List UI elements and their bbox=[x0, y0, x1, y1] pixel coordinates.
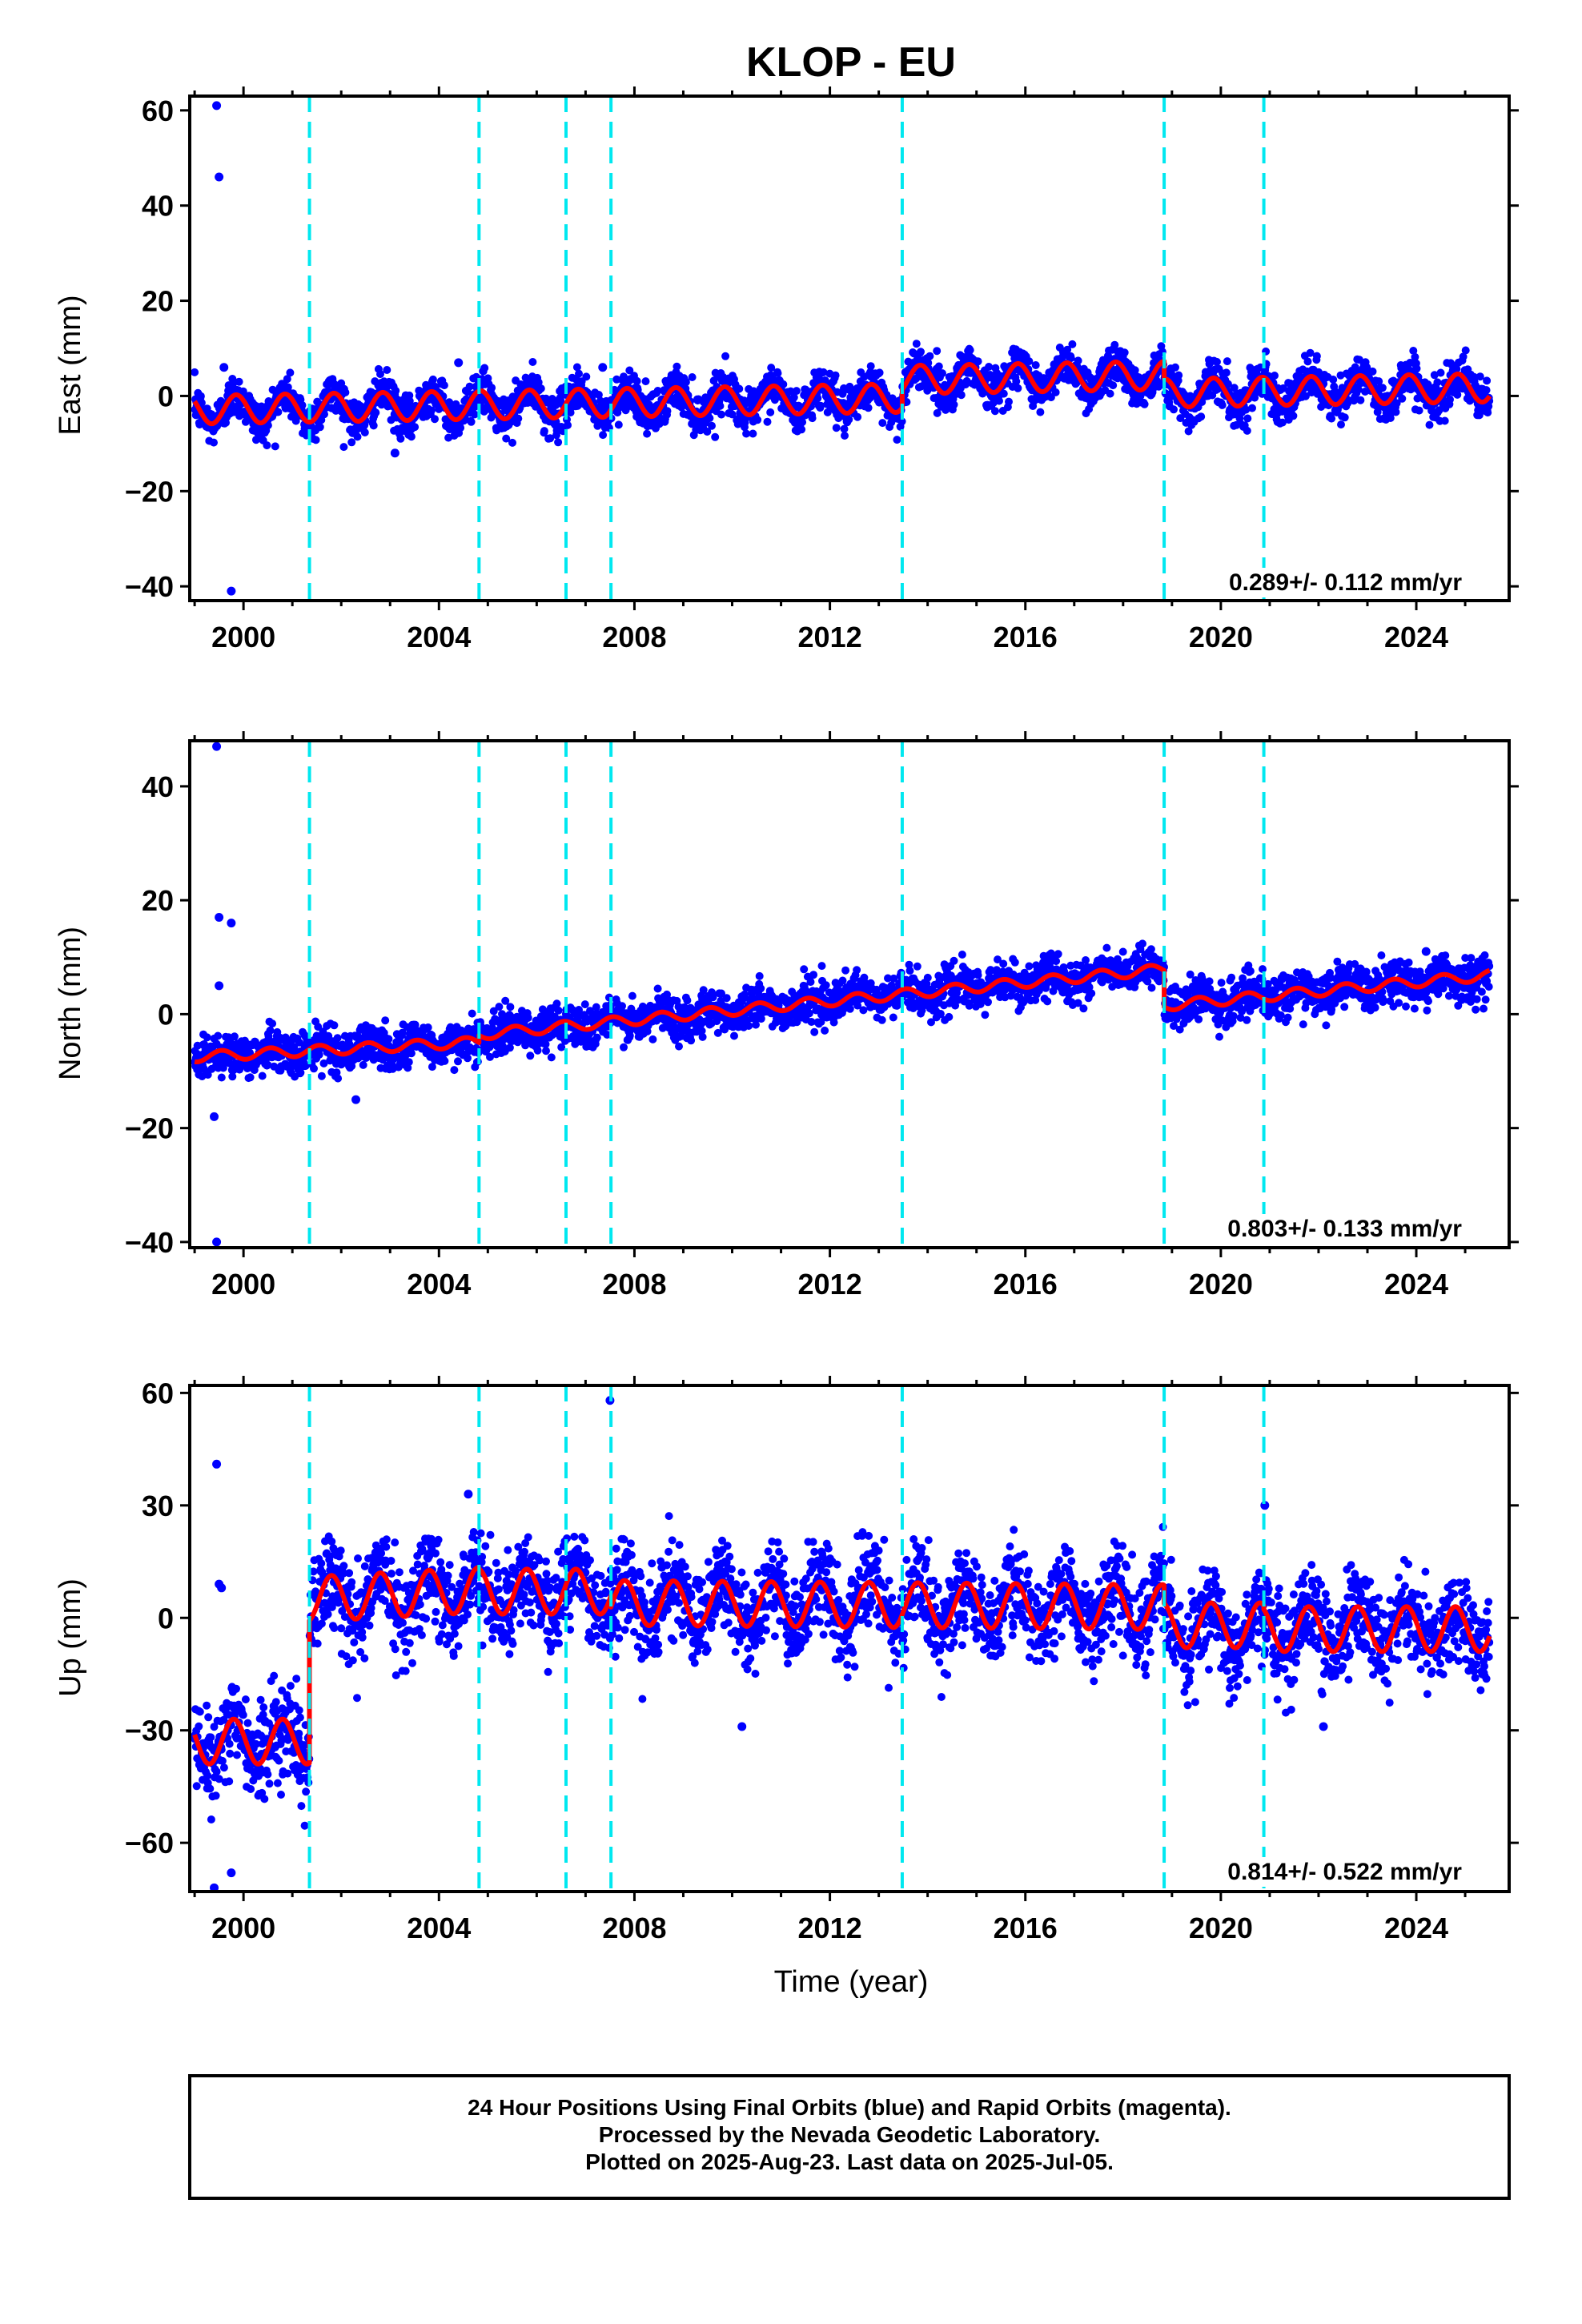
north-frame bbox=[188, 739, 1511, 1249]
north-outlier-point bbox=[215, 981, 224, 991]
up-xtick-label: 2012 bbox=[798, 1912, 862, 1944]
north-rate-label: 0.803+/- 0.133 mm/yr bbox=[1227, 1216, 1462, 1242]
up-points bbox=[191, 1396, 1494, 1892]
north-xtick-label: 2020 bbox=[1189, 1268, 1253, 1301]
east-ytick-label: 60 bbox=[142, 94, 174, 127]
north-data-layer bbox=[191, 742, 1494, 1247]
east-points bbox=[191, 101, 1494, 596]
east-outlier-point bbox=[598, 363, 608, 372]
east-xtick-label: 2000 bbox=[211, 621, 275, 653]
chart-title: KLOP - EU bbox=[746, 39, 956, 86]
east-outlier-point bbox=[212, 101, 222, 111]
east-axis-label: East (mm) bbox=[54, 295, 87, 435]
east-xtick-label: 2008 bbox=[602, 621, 666, 653]
north-xtick-label: 2016 bbox=[994, 1268, 1058, 1301]
north-ytick-label: 0 bbox=[158, 998, 174, 1031]
x-axis-label: Time (year) bbox=[774, 1965, 929, 1999]
up-plot-area: −60 −30 0 30 60 2000 2004 2008 2012 2016 2020 2024 bbox=[125, 1376, 1519, 1944]
north-outlier-point bbox=[227, 919, 236, 928]
up-axis-label: Up (mm) bbox=[54, 1578, 87, 1697]
north-xtick-label: 2008 bbox=[602, 1268, 666, 1301]
east-ytick-label: 40 bbox=[142, 190, 174, 223]
east-xtick-label: 2004 bbox=[407, 621, 471, 653]
up-ytick-label: 60 bbox=[142, 1377, 174, 1409]
east-xtick-label: 2020 bbox=[1189, 621, 1253, 653]
north-xtick-label: 2004 bbox=[407, 1268, 471, 1301]
up-model-line bbox=[192, 1565, 1492, 1767]
north-xtick-label: 2000 bbox=[211, 1268, 275, 1301]
east-xtick-label: 2024 bbox=[1384, 621, 1448, 653]
east-ytick-label: −20 bbox=[125, 475, 174, 508]
north-model-line bbox=[192, 963, 1492, 1064]
north-xtick-label: 2012 bbox=[798, 1268, 862, 1301]
north-xtick-label: 2024 bbox=[1384, 1268, 1448, 1301]
up-outlier-point bbox=[737, 1722, 747, 1731]
east-outlier-point bbox=[390, 448, 400, 458]
up-outlier-point bbox=[1319, 1722, 1328, 1731]
north-axis-label: North (mm) bbox=[54, 927, 87, 1080]
up-outlier-point bbox=[464, 1490, 473, 1499]
up-rate-label-bg bbox=[1224, 1857, 1466, 1887]
east-model-line bbox=[192, 359, 1492, 427]
up-outlier-point bbox=[227, 1868, 236, 1878]
east-plot-area: −40 −20 0 20 40 60 2000 2004 2008 2012 2016 2020 202… bbox=[125, 86, 1519, 653]
east-ytick-label: 20 bbox=[142, 285, 174, 318]
up-ytick-label: −60 bbox=[125, 1827, 174, 1860]
east-panel: −40 −20 0 20 40 60 2000 2004 2008 2012 2016 2020 202… bbox=[54, 86, 1519, 653]
up-ytick-label: 30 bbox=[142, 1490, 174, 1522]
east-xtick-label: 2012 bbox=[798, 621, 862, 653]
north-ytick-label: −40 bbox=[125, 1226, 174, 1259]
north-points bbox=[191, 742, 1494, 1247]
up-xtick-label: 2004 bbox=[407, 1912, 471, 1944]
east-outlier-point bbox=[215, 172, 224, 182]
east-xtick-label: 2016 bbox=[994, 621, 1058, 653]
north-outlier-point bbox=[351, 1095, 361, 1104]
north-plot-area: −40 −20 0 20 40 2000 2004 2008 2012 2016 2020 2024 bbox=[125, 731, 1519, 1301]
up-outlier-point bbox=[210, 1883, 219, 1892]
up-ytick-label: −30 bbox=[125, 1715, 174, 1747]
up-frame bbox=[188, 1384, 1511, 1893]
up-xtick-label: 2008 bbox=[602, 1912, 666, 1944]
footer-box bbox=[188, 2074, 1511, 2200]
east-ytick-label: −40 bbox=[125, 570, 174, 603]
east-rate-label-bg bbox=[1225, 568, 1466, 597]
north-ytick-label: −20 bbox=[125, 1112, 174, 1145]
up-xtick-label: 2020 bbox=[1189, 1912, 1253, 1944]
up-xtick-label: 2016 bbox=[994, 1912, 1058, 1944]
east-outlier-point bbox=[454, 358, 464, 368]
up-outlier-point bbox=[212, 1459, 222, 1469]
up-outlier-point bbox=[217, 1583, 227, 1593]
up-ytick-label: 0 bbox=[158, 1602, 174, 1634]
east-point-cloud bbox=[191, 340, 1494, 452]
east-outlier-point bbox=[227, 586, 236, 596]
north-outlier-point bbox=[212, 1237, 222, 1247]
up-xtick-label: 2024 bbox=[1384, 1912, 1448, 1944]
north-outlier-point bbox=[1421, 947, 1431, 956]
north-ytick-label: 20 bbox=[142, 884, 174, 917]
north-point-cloud bbox=[191, 939, 1494, 1083]
east-rate-label: 0.289+/- 0.112 mm/yr bbox=[1229, 569, 1462, 596]
up-xtick-label: 2000 bbox=[211, 1912, 275, 1944]
north-outlier-point bbox=[215, 912, 224, 922]
up-rate-label: 0.814+/- 0.522 mm/yr bbox=[1227, 1859, 1462, 1885]
north-ytick-label: 40 bbox=[142, 770, 174, 803]
footer-line-2: Processed by the Nevada Geodetic Laborat… bbox=[599, 2122, 1101, 2147]
north-outlier-point bbox=[212, 742, 222, 751]
north-outlier-point bbox=[210, 1112, 219, 1121]
footer-line-3: Plotted on 2025-Aug-23. Last data on 202… bbox=[585, 2149, 1114, 2174]
north-rate-label-bg bbox=[1224, 1214, 1466, 1244]
east-frame bbox=[188, 94, 1511, 602]
east-ytick-label: 0 bbox=[158, 380, 174, 412]
east-data-layer bbox=[191, 101, 1494, 596]
up-data-layer bbox=[191, 1396, 1494, 1892]
footer-line-1: 24 Hour Positions Using Final Orbits (bl… bbox=[468, 2095, 1231, 2120]
up-point-cloud bbox=[191, 1512, 1494, 1830]
east-outlier-point bbox=[219, 363, 229, 372]
